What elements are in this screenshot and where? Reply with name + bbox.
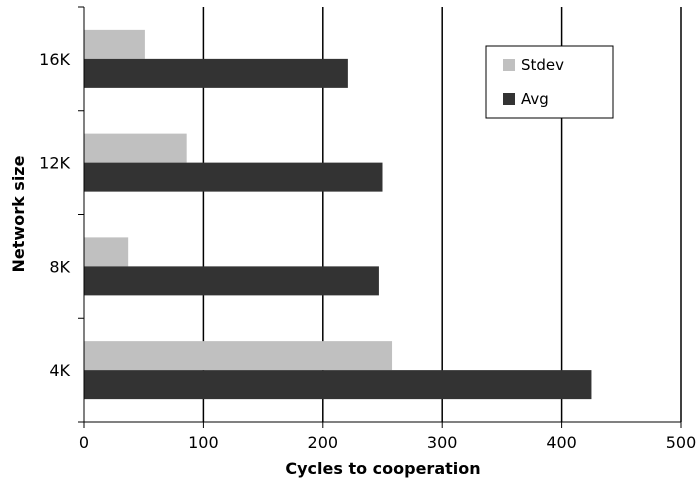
legend-swatch-stdev — [503, 59, 515, 71]
x-tick-label-300: 300 — [427, 433, 458, 452]
x-axis-title: Cycles to cooperation — [285, 459, 480, 478]
bar-stdev-8K — [84, 237, 129, 267]
y-tick-label-4K: 4K — [49, 361, 70, 380]
x-tick-labels: 0 100 200 300 400 500 — [79, 422, 696, 452]
legend-swatch-avg — [503, 93, 515, 105]
bar-stdev-4K — [84, 341, 393, 371]
y-tick-labels: 4K 8K 12K 16K — [39, 6, 84, 423]
y-axis-title: Network size — [9, 155, 28, 272]
bar-stdev-16K — [84, 29, 145, 59]
x-tick-label-0: 0 — [79, 433, 89, 452]
x-tick-label-400: 400 — [546, 433, 577, 452]
y-tick-label-8K: 8K — [49, 257, 70, 276]
bar-stdev-12K — [84, 133, 187, 163]
bar-avg-16K — [84, 58, 348, 88]
bar-avg-4K — [84, 370, 592, 400]
bar-avg-12K — [84, 162, 383, 192]
bar-avg-8K — [84, 266, 379, 296]
x-tick-label-100: 100 — [188, 433, 219, 452]
legend: Stdev Avg — [485, 45, 614, 119]
legend-label-stdev: Stdev — [521, 56, 564, 74]
y-tick-label-16K: 16K — [39, 50, 70, 69]
x-tick-label-500: 500 — [666, 433, 697, 452]
y-tick-label-12K: 12K — [39, 154, 70, 173]
x-tick-label-200: 200 — [308, 433, 339, 452]
legend-box — [485, 45, 614, 119]
legend-label-avg: Avg — [521, 90, 549, 108]
bars — [84, 29, 592, 400]
